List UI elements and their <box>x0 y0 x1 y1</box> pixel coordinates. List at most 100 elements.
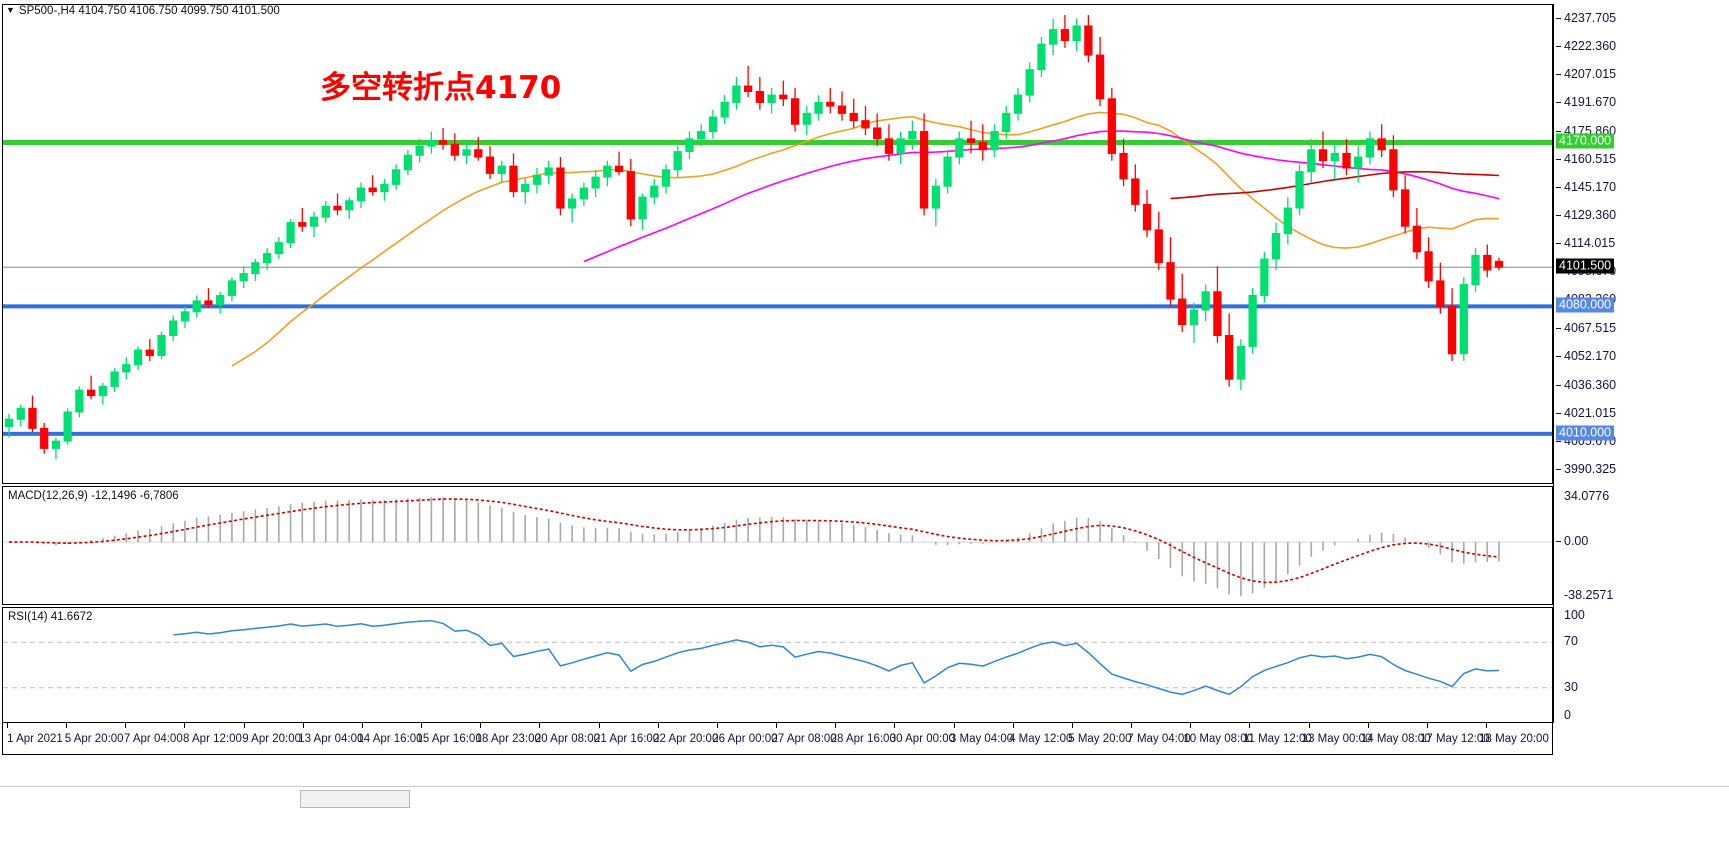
candle-body <box>286 222 295 244</box>
candle-body <box>1060 29 1070 42</box>
time-tick <box>1190 723 1192 728</box>
candle-body <box>1471 254 1480 286</box>
price-level-line <box>3 431 1552 436</box>
candle-body <box>614 165 624 173</box>
time-tick <box>1071 723 1073 728</box>
candle-body <box>1283 207 1292 235</box>
rsi-indicator-panel[interactable]: RSI(14) 41.6672 <box>2 607 1553 723</box>
macd-chart-canvas[interactable] <box>3 487 1552 604</box>
candle-body <box>1084 25 1093 56</box>
time-tick <box>776 723 778 728</box>
price-axis-label: 4207.015 <box>1564 67 1617 82</box>
rsi-chart-canvas[interactable] <box>3 608 1552 722</box>
candle-body <box>1142 203 1152 231</box>
axis-tick <box>1556 468 1561 470</box>
rsi-axis-label: 0 <box>1564 708 1571 722</box>
moving-average-line <box>583 130 1500 263</box>
candle-body <box>1494 260 1504 268</box>
candle-body <box>990 131 999 151</box>
candle-body <box>98 385 107 397</box>
price-axis-label: 4129.360 <box>1564 208 1617 223</box>
price-chart-canvas[interactable] <box>3 5 1552 483</box>
time-axis-label: 17 May 12:00 <box>1419 733 1490 745</box>
time-axis-label: 20 Apr 08:00 <box>534 733 601 745</box>
candle-body <box>298 222 307 227</box>
candle-body <box>1025 69 1034 96</box>
candle-body <box>216 294 225 306</box>
candle-body <box>180 311 190 322</box>
bottom-strip <box>0 760 1729 843</box>
candle-body <box>403 154 413 171</box>
candle-body <box>227 280 237 296</box>
candle-body <box>1459 284 1468 355</box>
candle-body <box>462 149 471 156</box>
candle-body <box>568 198 577 209</box>
time-axis-label: 5 May 20:00 <box>1068 733 1132 745</box>
macd-label: MACD(12,26,9) -12,1496 -6,7806 <box>8 490 179 502</box>
time-axis[interactable]: 1 Apr 2021 5 Apr 20:00 7 Apr 04:00 8 Apr 12… <box>2 723 1553 755</box>
candle-body <box>732 85 741 103</box>
price-tag-4101-500[interactable]: 4101.500 <box>1556 258 1615 274</box>
axis-tick <box>1556 18 1561 20</box>
time-axis-label: 27 Apr 08:00 <box>771 733 837 745</box>
candle-body <box>192 300 201 313</box>
candle-body <box>908 131 917 140</box>
candle-body <box>521 183 530 193</box>
candle-body <box>1049 29 1058 45</box>
time-axis-label: 5 Apr 20:00 <box>64 733 124 745</box>
candle-body <box>415 145 424 156</box>
candle-body <box>169 320 178 337</box>
chevron-down-icon[interactable]: ▼ <box>6 5 15 15</box>
price-tag-4010-000[interactable]: 4010.000 <box>1556 425 1615 441</box>
moving-average-line <box>1170 170 1500 200</box>
axis-separator <box>1553 4 1554 723</box>
candle-body <box>697 131 706 140</box>
candle-body <box>896 138 905 154</box>
chart-symbol-header: ▼ SP500-,H4 4104.750 4106.750 4099.750 41… <box>6 5 280 17</box>
time-tick <box>1308 723 1310 728</box>
time-axis-label: 8 Apr 12:00 <box>183 733 242 745</box>
candle-body <box>63 411 72 442</box>
macd-axis-label: 0.00 <box>1564 534 1589 549</box>
macd-indicator-panel[interactable]: MACD(12,26,9) -12,1496 -6,7806 <box>2 486 1553 605</box>
time-axis-label: 9 Apr 20:00 <box>242 733 302 745</box>
time-axis-label: 14 May 08:00 <box>1360 733 1431 745</box>
candle-body <box>532 174 542 185</box>
price-tag-4170-000[interactable]: 4170.000 <box>1556 133 1615 149</box>
time-tick <box>598 723 600 728</box>
axis-tick <box>1556 328 1561 330</box>
time-tick <box>66 723 68 728</box>
time-axis-label: 21 Apr 16:00 <box>593 733 660 745</box>
time-axis-label: 15 Apr 16:00 <box>416 733 482 745</box>
time-tick <box>7 723 8 728</box>
time-axis-label: 18 Apr 23:00 <box>475 733 541 745</box>
time-axis-label: 18 May 20:00 <box>1479 733 1549 745</box>
candle-body <box>837 105 847 114</box>
candle-body <box>1178 298 1187 326</box>
price-axis[interactable]: 4237.705 4222.360 4207.015 4191.670 4175.860… <box>1556 0 1729 484</box>
candle-body <box>1342 152 1351 169</box>
price-chart-panel[interactable] <box>2 4 1553 484</box>
candle-body <box>966 138 976 143</box>
time-tick <box>835 723 837 728</box>
rsi-axis-label: 100 <box>1564 608 1585 622</box>
axis-tick <box>1556 102 1561 104</box>
axis-tick <box>1556 74 1561 76</box>
time-tick <box>421 723 423 728</box>
price-level-line <box>3 304 1552 309</box>
axis-tick <box>1556 412 1561 414</box>
candle-body <box>1401 189 1410 227</box>
price-axis-label: 4160.515 <box>1564 151 1617 166</box>
price-tag-4080-000[interactable]: 4080.000 <box>1556 297 1615 313</box>
candle-body <box>685 138 694 153</box>
taskbar-item[interactable] <box>300 790 410 808</box>
candle-body <box>1002 112 1011 133</box>
candle-body <box>1412 225 1422 253</box>
time-tick <box>361 723 363 728</box>
time-tick <box>184 723 186 728</box>
axis-tick <box>1556 243 1561 245</box>
candle-body <box>345 200 354 211</box>
price-axis-label: 3990.325 <box>1564 461 1617 476</box>
price-axis-label: 4052.170 <box>1564 349 1617 364</box>
